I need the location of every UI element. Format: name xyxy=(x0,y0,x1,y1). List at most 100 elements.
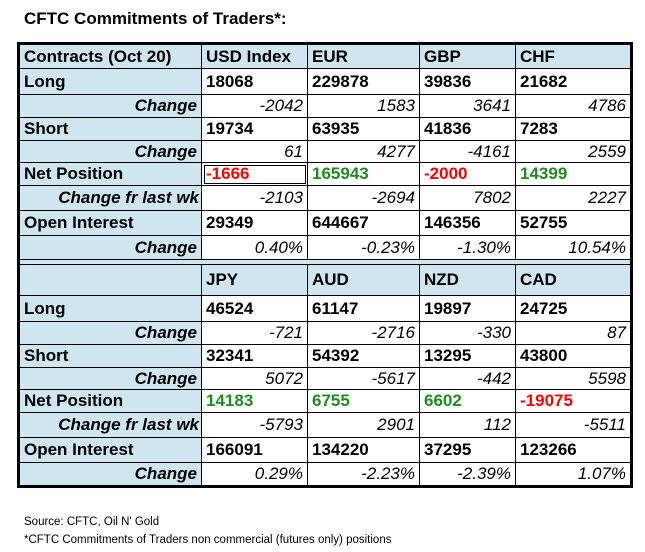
cell-long: 18068 xyxy=(201,68,308,95)
footer: Source: CFTC, Oil N' Gold *CFTC Commitme… xyxy=(24,512,391,550)
cell-open-interest: 29349 xyxy=(201,210,308,236)
row-label: Change fr last wk xyxy=(18,412,202,438)
row-label: Long xyxy=(18,68,202,95)
table-row-oi-change: Change 0.29% -2.23% -2.39% 1.07% xyxy=(18,462,632,487)
cell-long: 21682 xyxy=(515,68,632,95)
table-row-net: Net Position -1666 165943 -2000 14399 xyxy=(18,162,632,186)
cell-short: 19734 xyxy=(201,117,308,141)
row-label: Change xyxy=(18,94,202,118)
cell-short-change: 2559 xyxy=(515,140,632,163)
cell-short-change: -442 xyxy=(419,367,516,390)
table-row-long: Long 46524 61147 19897 24725 xyxy=(18,295,632,322)
source-note: Source: CFTC, Oil N' Gold xyxy=(24,516,160,528)
cell-net-change-wk: -5793 xyxy=(201,412,308,438)
cell-short-change: 5072 xyxy=(201,367,308,390)
cell-oi-change: -0.23% xyxy=(307,235,420,260)
cell-open-interest: 166091 xyxy=(201,437,308,463)
page-title: CFTC Commitments of Traders*: xyxy=(24,9,287,28)
table-row-long-change: Change -2042 1583 3641 4786 xyxy=(18,94,632,118)
table-row-short: Short 32341 54392 13295 43800 xyxy=(18,344,632,368)
cell-open-interest: 52755 xyxy=(515,210,632,236)
row-label: Short xyxy=(18,117,202,141)
cell-net-change-wk: 2901 xyxy=(307,412,420,438)
row-label: Change xyxy=(18,140,202,163)
cot-table: Contracts (Oct 20) USD Index EUR GBP CHF Long… xyxy=(17,42,633,488)
row-label: Short xyxy=(18,344,202,368)
cell-short-change: -4161 xyxy=(419,140,516,163)
cell-long-change: -2042 xyxy=(201,94,308,118)
cell-long: 19897 xyxy=(419,295,516,322)
cell-open-interest: 146356 xyxy=(419,210,516,236)
cell-open-interest: 123266 xyxy=(515,437,632,463)
currency-header: USD Index xyxy=(201,43,308,69)
cell-short: 43800 xyxy=(515,344,632,368)
cell-long: 46524 xyxy=(201,295,308,322)
table-row-oi-change: Change 0.40% -0.23% -1.30% 10.54% xyxy=(18,235,632,260)
cell-oi-change: -2.39% xyxy=(419,462,516,487)
cell-net-change-wk: -2103 xyxy=(201,185,308,211)
table-row-short-change: Change 61 4277 -4161 2559 xyxy=(18,140,632,163)
row-label: Change xyxy=(18,235,202,260)
table-row-open-interest: Open Interest 29349 644667 146356 52755 xyxy=(18,210,632,236)
row-label: Net Position xyxy=(18,162,202,186)
row-label: Change fr last wk xyxy=(18,185,202,211)
cell-open-interest: 134220 xyxy=(307,437,420,463)
cell-short: 32341 xyxy=(201,344,308,368)
row-label: Open Interest xyxy=(18,437,202,463)
cell-long-change: 3641 xyxy=(419,94,516,118)
cell-long: 24725 xyxy=(515,295,632,322)
row-label: Change xyxy=(18,367,202,390)
corner-label xyxy=(18,264,202,296)
cell-short: 54392 xyxy=(307,344,420,368)
cell-long-change: -330 xyxy=(419,321,516,345)
table-row-net-change-wk: Change fr last wk -2103 -2694 7802 2227 xyxy=(18,185,632,211)
cell-long: 229878 xyxy=(307,68,420,95)
row-label: Open Interest xyxy=(18,210,202,236)
header-row: Contracts (Oct 20) USD Index EUR GBP CHF xyxy=(18,43,632,69)
footnote: *CFTC Commitments of Traders non commerc… xyxy=(24,534,392,546)
cell-open-interest: 37295 xyxy=(419,437,516,463)
cell-oi-change: -2.23% xyxy=(307,462,420,487)
cell-net-change-wk: 2227 xyxy=(515,185,632,211)
cell-short-change: 61 xyxy=(201,140,308,163)
cell-net: 6602 xyxy=(419,389,516,413)
cell-long-change: 87 xyxy=(515,321,632,345)
cell-short-change: 5598 xyxy=(515,367,632,390)
cell-net-change-wk: -5511 xyxy=(515,412,632,438)
cell-oi-change: 1.07% xyxy=(515,462,632,487)
currency-header: JPY xyxy=(201,264,308,296)
cell-long: 61147 xyxy=(307,295,420,322)
cell-net-change-wk: 7802 xyxy=(419,185,516,211)
header-row: JPY AUD NZD CAD xyxy=(18,264,632,296)
cell-long-change: 4786 xyxy=(515,94,632,118)
cell-long: 39836 xyxy=(419,68,516,95)
cell-net: -2000 xyxy=(419,162,516,186)
cell-short: 41836 xyxy=(419,117,516,141)
table-row-net-change-wk: Change fr last wk -5793 2901 112 -5511 xyxy=(18,412,632,438)
currency-header: GBP xyxy=(419,43,516,69)
currency-header: CAD xyxy=(515,264,632,296)
cell-oi-change: 10.54% xyxy=(515,235,632,260)
table-row-long: Long 18068 229878 39836 21682 xyxy=(18,68,632,95)
cell-short-change: -5617 xyxy=(307,367,420,390)
selected-cell-net-position[interactable]: -1666 xyxy=(201,162,308,186)
cell-net-change-wk: 112 xyxy=(419,412,516,438)
row-label: Change xyxy=(18,321,202,345)
cell-oi-change: 0.29% xyxy=(201,462,308,487)
corner-label: Contracts (Oct 20) xyxy=(18,43,202,69)
cell-long-change: 1583 xyxy=(307,94,420,118)
cell-net: -19075 xyxy=(515,389,632,413)
table-row-short-change: Change 5072 -5617 -442 5598 xyxy=(18,367,632,390)
cell-short: 7283 xyxy=(515,117,632,141)
row-label: Change xyxy=(18,462,202,487)
cell-oi-change: -1.30% xyxy=(419,235,516,260)
cell-net: 165943 xyxy=(307,162,420,186)
cell-short: 63935 xyxy=(307,117,420,141)
table-row-open-interest: Open Interest 166091 134220 37295 123266 xyxy=(18,437,632,463)
table-row-short: Short 19734 63935 41836 7283 xyxy=(18,117,632,141)
cell-net: 14183 xyxy=(201,389,308,413)
cell-net: 6755 xyxy=(307,389,420,413)
currency-header: EUR xyxy=(307,43,420,69)
row-label: Long xyxy=(18,295,202,322)
currency-header: AUD xyxy=(307,264,420,296)
